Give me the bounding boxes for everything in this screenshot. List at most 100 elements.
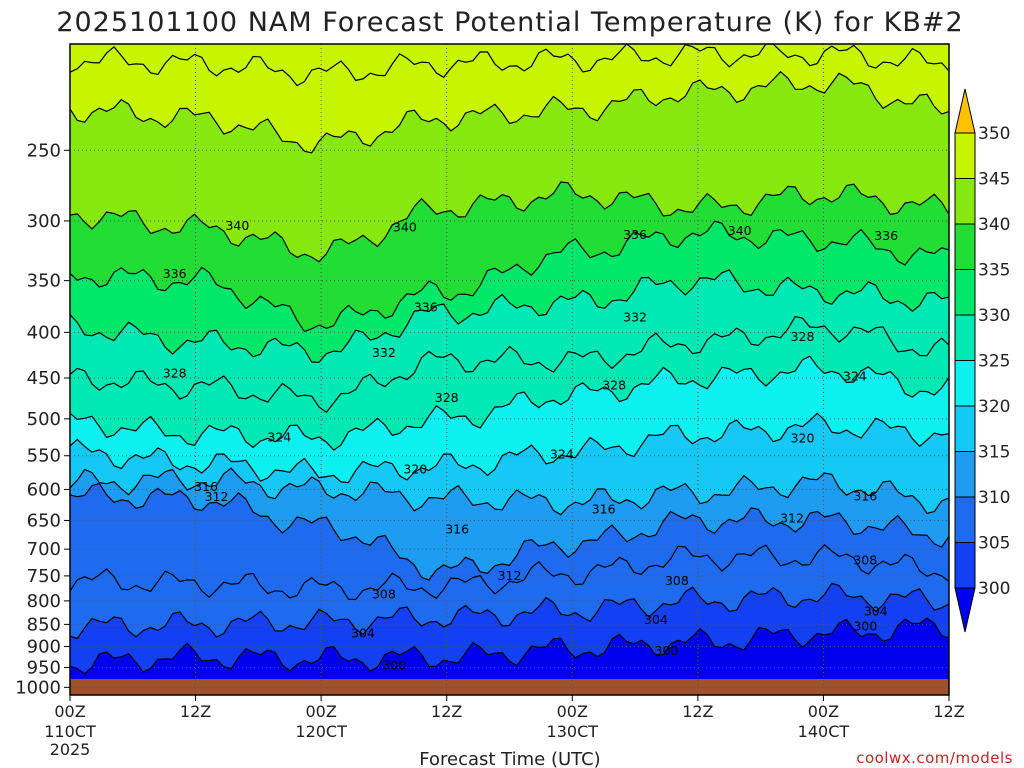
contour-304	[69, 582, 950, 640]
y-tick-label: 450	[27, 368, 61, 389]
colorbar-swatch	[954, 178, 976, 225]
y-tick-label: 400	[27, 322, 61, 343]
x-tick-year: 2025	[50, 740, 91, 759]
colorbar-swatch	[954, 360, 976, 407]
y-tick-label: 800	[27, 591, 61, 612]
contour-label: 332	[623, 310, 647, 325]
y-tick-label: 600	[27, 479, 61, 500]
y-tick-label: 950	[27, 657, 61, 678]
x-tick-label: 00Z	[557, 702, 588, 721]
y-tick-label: 700	[27, 539, 61, 560]
contour-label: 328	[791, 329, 815, 344]
colorbar-label: 300	[978, 579, 1010, 599]
contour-316	[69, 467, 950, 516]
x-tick-label: 12Z	[180, 702, 211, 721]
contour-332	[69, 269, 950, 363]
contour-336	[69, 220, 950, 333]
x-tick-date: 120CT	[295, 722, 347, 741]
contour-label: 308	[853, 553, 877, 568]
x-tick-label: 12Z	[431, 702, 462, 721]
colorbar-swatch	[954, 405, 976, 452]
y-tick-label: 650	[27, 510, 61, 531]
colorbar-label: 305	[978, 534, 1010, 554]
contour-label: 312	[498, 568, 522, 583]
x-tick-label: 00Z	[305, 702, 336, 721]
contour-label: 328	[163, 366, 187, 381]
colorbar-swatch	[954, 451, 976, 498]
contour-320	[69, 412, 950, 484]
y-tick-label: 250	[27, 140, 61, 161]
y-tick-label: 550	[27, 446, 61, 467]
colorbar-swatch	[954, 314, 976, 361]
contour-344	[69, 70, 950, 154]
contour-label: 316	[592, 502, 616, 517]
contour-label: 336	[874, 228, 898, 243]
x-tick-date: 130CT	[547, 722, 599, 741]
colorbar-label: 340	[978, 215, 1010, 235]
contour-300	[69, 617, 950, 675]
chart-title: 2025101100 NAM Forecast Potential Temper…	[56, 7, 963, 38]
x-tick-label: 12Z	[933, 702, 964, 721]
contour-348	[69, 43, 950, 87]
contour-label: 332	[372, 345, 396, 360]
y-tick-label: 850	[27, 614, 61, 635]
contour-label: 312	[780, 511, 804, 526]
colorbar-swatch	[954, 132, 976, 179]
colorbar: 300 305 310 315 320 325 330 335 340 345 350	[954, 88, 1010, 633]
theta-band-above-312	[70, 468, 949, 580]
colorbar-swatch	[954, 496, 976, 543]
colorbar-label: 330	[978, 306, 1010, 326]
theta-band-above-332	[70, 221, 949, 363]
colorbar-low-arrow	[954, 587, 976, 633]
colorbar-label: 345	[978, 170, 1010, 190]
y-tick-label: 300	[27, 211, 61, 232]
colorbar-swatch	[954, 269, 976, 316]
contour-label: 340	[225, 218, 249, 233]
plot-area: 340 340 340 336 336 336 336 332 332 328 328 328 328 3…	[69, 43, 950, 695]
contour-340	[69, 181, 950, 263]
contour-label: 308	[665, 573, 689, 588]
x-axis-title: Forecast Time (UTC)	[419, 749, 600, 768]
contour-324	[69, 355, 950, 451]
y-tick-label: 1000	[15, 677, 61, 698]
contour-label: 340	[728, 223, 752, 238]
contour-label: 320	[403, 462, 427, 477]
contour-label: 300	[382, 657, 406, 672]
theta-band-above-328	[70, 269, 949, 413]
theta-band-above-300	[70, 583, 949, 674]
contour-label: 320	[791, 430, 815, 445]
contour-label: 340	[393, 219, 417, 234]
contour-label: 328	[602, 378, 626, 393]
contour-label: 316	[445, 521, 469, 536]
x-tick-label: 00Z	[808, 702, 839, 721]
theta-band-above-308	[70, 483, 949, 600]
y-tick-label: 500	[27, 409, 61, 430]
theta-band-above-348	[70, 44, 949, 86]
theta-band-above-316	[70, 413, 949, 515]
contour-308	[69, 543, 950, 601]
colorbar-label: 350	[978, 124, 1010, 144]
contour-label: 328	[435, 390, 459, 405]
contour-312	[69, 482, 950, 581]
contour-label: 304	[351, 625, 375, 640]
contour-label: 316	[853, 488, 877, 503]
contour-label: 324	[550, 446, 574, 461]
y-tick-label: 350	[27, 271, 61, 292]
theta-band-below-300	[70, 618, 949, 695]
colorbar-label: 315	[978, 443, 1010, 463]
contour-label: 300	[655, 643, 679, 658]
axes: 2503003504004505005506006507007508008509…	[15, 43, 965, 759]
contour-label: 336	[163, 266, 187, 281]
theta-band-above-324	[70, 316, 949, 451]
contour-label: 300	[853, 619, 877, 634]
x-tick-date: 140CT	[798, 722, 850, 741]
x-tick-date: 110CT	[44, 722, 96, 741]
theta-band-above-344	[70, 44, 949, 153]
x-tick-label: 12Z	[682, 702, 713, 721]
plot-frame	[69, 43, 950, 696]
contour-label: 336	[414, 299, 438, 314]
colorbar-label: 320	[978, 397, 1010, 417]
theta-band-above-304	[70, 544, 949, 639]
colorbar-label: 325	[978, 352, 1010, 372]
